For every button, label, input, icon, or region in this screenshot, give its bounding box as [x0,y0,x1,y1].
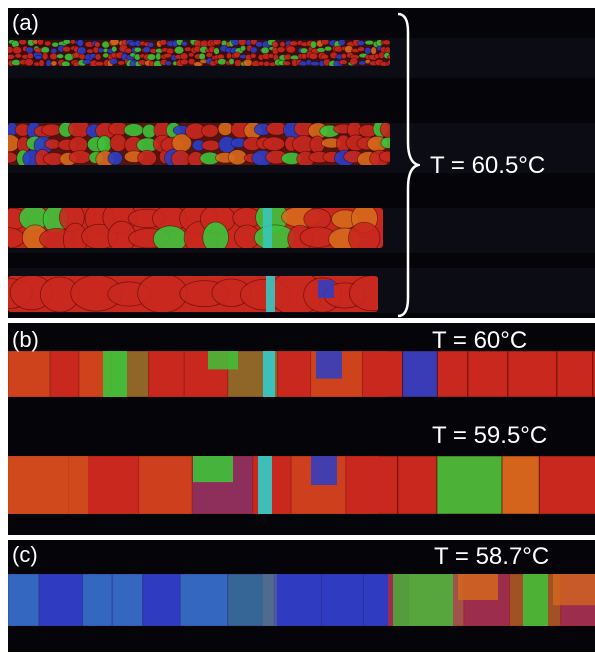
panel-label: (c) [12,542,38,567]
panel-a: (a) T = 60.5°C [8,8,595,318]
panel-b: (b) T = 60°C T = 59.5°C [8,323,595,535]
crystal-strip-59-5c [8,456,595,514]
temperature-label-top: T = 60°C [432,327,528,354]
crystal-strip-coarse [8,208,383,248]
crystal-strip-60c [8,351,595,397]
crystal-strip-fine [8,40,390,66]
temperature-label: T = 60.5°C [430,152,546,179]
crystal-strip-58-7c [8,574,595,626]
panel-label: (b) [12,327,39,352]
panel-label: (a) [12,10,39,35]
panel-c: (c) T = 58.7°C [8,540,595,652]
crystal-strip-medium [8,123,390,165]
curly-brace-icon [397,12,420,318]
crystal-strip-coarsest [8,276,378,312]
temperature-label-bottom: T = 59.5°C [432,422,548,449]
temperature-label: T = 58.7°C [434,543,550,570]
